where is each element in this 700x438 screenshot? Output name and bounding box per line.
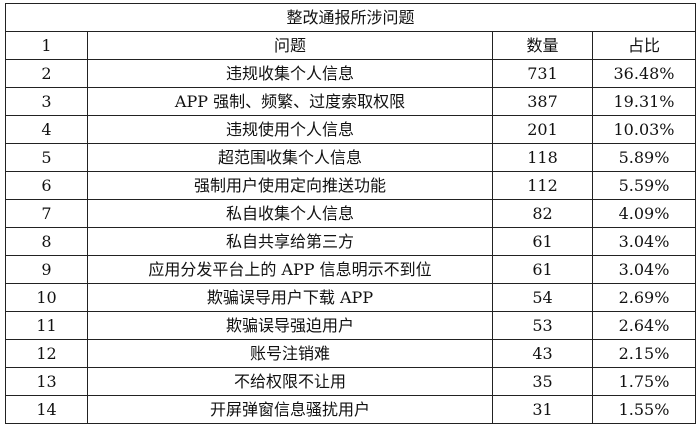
count-cell: 201 (492, 115, 593, 144)
header-row: 1 问题 数量 占比 (5, 31, 697, 60)
count-cell: 731 (492, 59, 593, 88)
data-row: 3 APP 强制、频繁、过度索取权限 387 19.31% (5, 87, 697, 116)
table-body: 整改通报所涉问题 1 问题 数量 占比 2 违规收集个人信息 731 36.48% 3 APP 强… (4, 3, 697, 424)
row-number-cell: 7 (5, 199, 88, 228)
count-cell: 112 (492, 171, 593, 200)
count-cell: 387 (492, 87, 593, 116)
data-row: 9 应用分发平台上的 APP 信息明示不到位 61 3.04% (5, 255, 697, 284)
row-number-cell: 11 (5, 311, 88, 340)
share-cell: 3.04% (591, 227, 697, 256)
row-number-cell: 14 (5, 395, 88, 424)
title-row: 整改通报所涉问题 (4, 3, 697, 32)
row-number-cell: 1 (5, 31, 88, 60)
issue-cell: 私自共享给第三方 (87, 227, 493, 256)
issue-cell: 违规收集个人信息 (87, 59, 493, 88)
issue-cell: 超范围收集个人信息 (87, 143, 493, 172)
data-row: 5 超范围收集个人信息 118 5.89% (5, 143, 697, 172)
table-title: 整改通报所涉问题 (4, 3, 697, 32)
issue-cell: 应用分发平台上的 APP 信息明示不到位 (87, 255, 493, 284)
data-row: 2 违规收集个人信息 731 36.48% (5, 59, 697, 88)
count-cell: 数量 (492, 31, 593, 60)
row-number-cell: 12 (5, 339, 88, 368)
data-row: 12 账号注销难 43 2.15% (5, 339, 697, 368)
share-cell: 1.75% (591, 367, 697, 396)
share-cell: 10.03% (591, 115, 697, 144)
issue-cell: 私自收集个人信息 (87, 199, 493, 228)
count-cell: 61 (492, 227, 593, 256)
issue-cell: APP 强制、频繁、过度索取权限 (87, 87, 493, 116)
row-number-cell: 4 (5, 115, 88, 144)
count-cell: 31 (492, 395, 593, 424)
data-row: 6 强制用户使用定向推送功能 112 5.59% (5, 171, 697, 200)
issue-cell: 账号注销难 (87, 339, 493, 368)
share-cell: 2.64% (591, 311, 697, 340)
row-number-cell: 9 (5, 255, 88, 284)
data-row: 11 欺骗误导强迫用户 53 2.64% (5, 311, 697, 340)
share-cell: 5.59% (591, 171, 697, 200)
row-number-cell: 5 (5, 143, 88, 172)
share-cell: 5.89% (591, 143, 697, 172)
share-cell: 19.31% (591, 87, 697, 116)
count-cell: 53 (492, 311, 593, 340)
count-cell: 43 (492, 339, 593, 368)
count-cell: 35 (492, 367, 593, 396)
share-cell: 2.69% (591, 283, 697, 312)
issue-cell: 强制用户使用定向推送功能 (87, 171, 493, 200)
row-number-cell: 2 (5, 59, 88, 88)
issue-table: 整改通报所涉问题 1 问题 数量 占比 2 违规收集个人信息 731 36.48% 3 APP 强… (4, 3, 697, 424)
data-row: 4 违规使用个人信息 201 10.03% (5, 115, 697, 144)
data-row: 10 欺骗误导用户下载 APP 54 2.69% (5, 283, 697, 312)
issue-cell: 开屏弹窗信息骚扰用户 (87, 395, 493, 424)
issue-cell: 欺骗误导强迫用户 (87, 311, 493, 340)
share-cell: 2.15% (591, 339, 697, 368)
share-cell: 1.55% (591, 395, 697, 424)
share-cell: 占比 (591, 31, 697, 60)
count-cell: 61 (492, 255, 593, 284)
share-cell: 36.48% (591, 59, 697, 88)
data-row: 13 不给权限不让用 35 1.75% (5, 367, 697, 396)
row-number-cell: 13 (5, 367, 88, 396)
issue-cell: 违规使用个人信息 (87, 115, 493, 144)
count-cell: 82 (492, 199, 593, 228)
share-cell: 4.09% (591, 199, 697, 228)
issue-cell: 不给权限不让用 (87, 367, 493, 396)
row-number-cell: 10 (5, 283, 88, 312)
issue-cell: 问题 (87, 31, 493, 60)
data-row: 7 私自收集个人信息 82 4.09% (5, 199, 697, 228)
data-row: 8 私自共享给第三方 61 3.04% (5, 227, 697, 256)
data-row: 14 开屏弹窗信息骚扰用户 31 1.55% (5, 395, 697, 424)
issue-cell: 欺骗误导用户下载 APP (87, 283, 493, 312)
count-cell: 54 (492, 283, 593, 312)
share-cell: 3.04% (591, 255, 697, 284)
count-cell: 118 (492, 143, 593, 172)
row-number-cell: 8 (5, 227, 88, 256)
row-number-cell: 6 (5, 171, 88, 200)
row-number-cell: 3 (5, 87, 88, 116)
